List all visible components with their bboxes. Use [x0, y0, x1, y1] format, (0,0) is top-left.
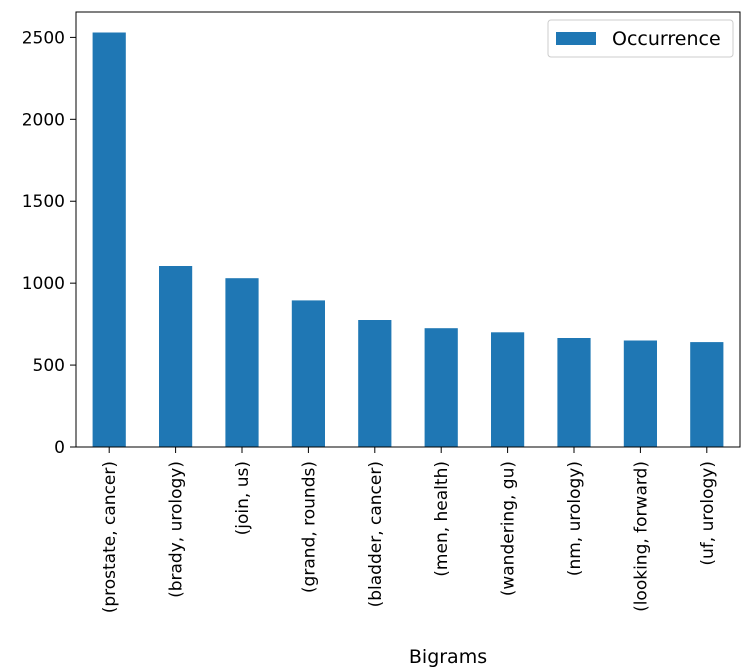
legend-label: Occurrence	[612, 28, 721, 50]
x-axis: (prostate, cancer) (brady, urology) (join,…	[100, 447, 718, 613]
x-tick-label-2: (join, us)	[233, 461, 253, 535]
bar-6	[491, 332, 525, 447]
x-tick-label-0: (prostate, cancer)	[100, 461, 120, 613]
bar-0	[92, 32, 126, 447]
bar-5	[424, 328, 458, 447]
bars-group	[92, 32, 724, 447]
x-tick-label-5: (men, health)	[432, 461, 452, 577]
x-axis-label: Bigrams	[409, 646, 487, 668]
bar-8	[623, 340, 657, 447]
y-tick-label-2: 1000	[22, 274, 65, 294]
y-tick-label-1: 500	[33, 356, 65, 376]
x-tick-label-4: (bladder, cancer)	[366, 461, 386, 607]
y-tick-label-5: 2500	[22, 28, 65, 48]
legend-swatch	[556, 32, 596, 45]
y-axis: 0 500 1000 1500 2000 2500	[22, 28, 76, 458]
x-tick-label-7: (nm, urology)	[565, 461, 585, 576]
bar-3	[291, 300, 325, 447]
x-tick-label-8: (looking, forward)	[631, 461, 651, 612]
x-tick-label-9: (uf, urology)	[698, 461, 718, 566]
x-tick-label-6: (wandering, gu)	[499, 461, 519, 596]
y-tick-label-0: 0	[54, 438, 65, 458]
plot-frame	[75, 11, 741, 448]
legend-box	[547, 19, 734, 58]
bar-2	[225, 278, 259, 447]
bar-1	[159, 266, 193, 447]
bar-9	[690, 342, 724, 447]
legend: Occurrence	[547, 19, 734, 58]
y-tick-label-4: 2000	[22, 110, 65, 130]
y-tick-label-3: 1500	[22, 192, 65, 212]
bar-7	[557, 338, 591, 447]
bar-4	[358, 320, 392, 447]
x-tick-label-3: (grand, rounds)	[299, 461, 319, 593]
x-tick-label-1: (brady, urology)	[167, 461, 187, 598]
